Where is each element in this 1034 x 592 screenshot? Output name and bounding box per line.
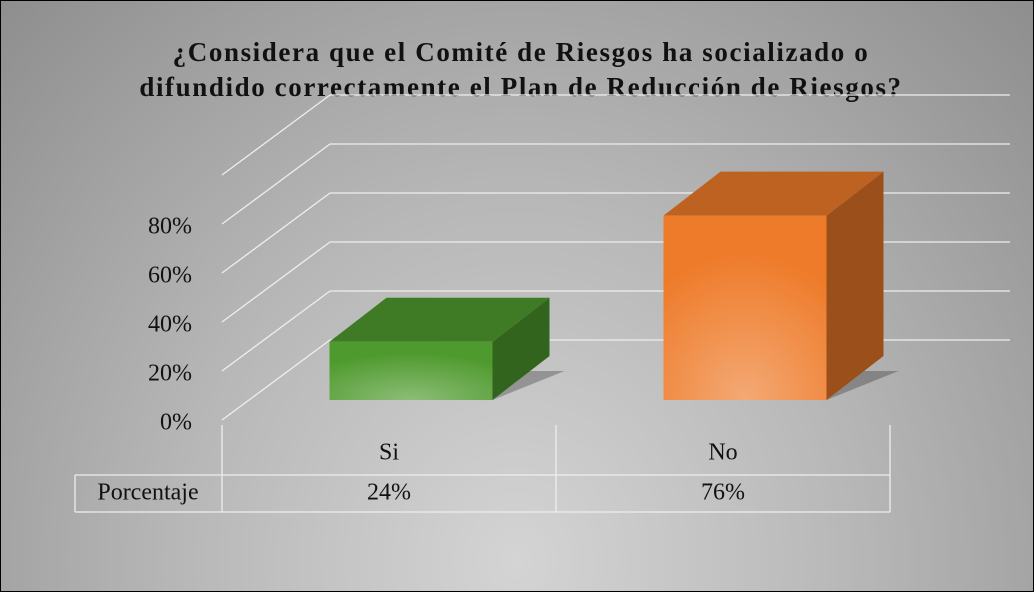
- y-tick-label: 0%: [160, 410, 192, 436]
- grid-line: [221, 143, 331, 225]
- bar-side: [826, 171, 884, 400]
- grid-line: [221, 241, 331, 323]
- bar-side-shade: [826, 171, 884, 400]
- chart-title: ¿Considera que el Comité de Riesgos ha s…: [139, 37, 903, 102]
- bar-top: [329, 297, 550, 342]
- data-label: 24%: [367, 480, 411, 506]
- legend-label: Porcentaje: [97, 480, 198, 506]
- grid-line: [221, 94, 331, 176]
- y-tick-label: 20%: [148, 361, 192, 387]
- x-tick-label: No: [708, 440, 737, 466]
- bar-highlight: [329, 341, 493, 400]
- y-tick-label: 60%: [148, 263, 192, 289]
- bar-highlight: [663, 215, 827, 400]
- grid-line: [221, 339, 331, 421]
- y-tick-label: 80%: [148, 214, 192, 240]
- grid-line: [221, 290, 331, 372]
- bar-top-shade: [663, 171, 884, 216]
- grid-line: [221, 192, 331, 274]
- x-tick-label: Si: [379, 440, 399, 466]
- data-label: 76%: [701, 480, 745, 506]
- bar-side: [492, 297, 550, 400]
- bar-top-shade: [329, 297, 550, 342]
- bar-top: [663, 171, 884, 216]
- y-tick-label: 40%: [148, 312, 192, 338]
- bar-side-shade: [492, 297, 550, 400]
